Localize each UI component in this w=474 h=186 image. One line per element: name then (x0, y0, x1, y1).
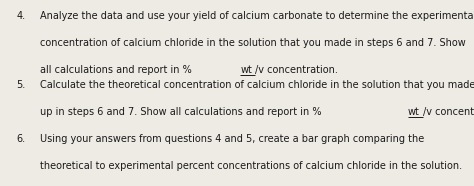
Text: up in steps 6 and 7. Show all calculations and report in %: up in steps 6 and 7. Show all calculatio… (40, 107, 325, 117)
Text: concentration of calcium chloride in the solution that you made in steps 6 and 7: concentration of calcium chloride in the… (40, 38, 466, 48)
Text: /v concentration.: /v concentration. (255, 65, 338, 75)
Text: theoretical to experimental percent concentrations of calcium chloride in the so: theoretical to experimental percent conc… (40, 161, 463, 171)
Text: 4.: 4. (17, 11, 26, 21)
Text: Analyze the data and use your yield of calcium carbonate to determine the experi: Analyze the data and use your yield of c… (40, 11, 474, 21)
Text: wt: wt (240, 65, 252, 75)
Text: Using your answers from questions 4 and 5, create a bar graph comparing the: Using your answers from questions 4 and … (40, 134, 425, 144)
Text: all calculations and report in %: all calculations and report in % (40, 65, 195, 75)
Text: 6.: 6. (17, 134, 26, 144)
Text: 5.: 5. (17, 80, 26, 90)
Text: wt: wt (408, 107, 419, 117)
Text: /v concentration.: /v concentration. (423, 107, 474, 117)
Text: Calculate the theoretical concentration of calcium chloride in the solution that: Calculate the theoretical concentration … (40, 80, 474, 90)
